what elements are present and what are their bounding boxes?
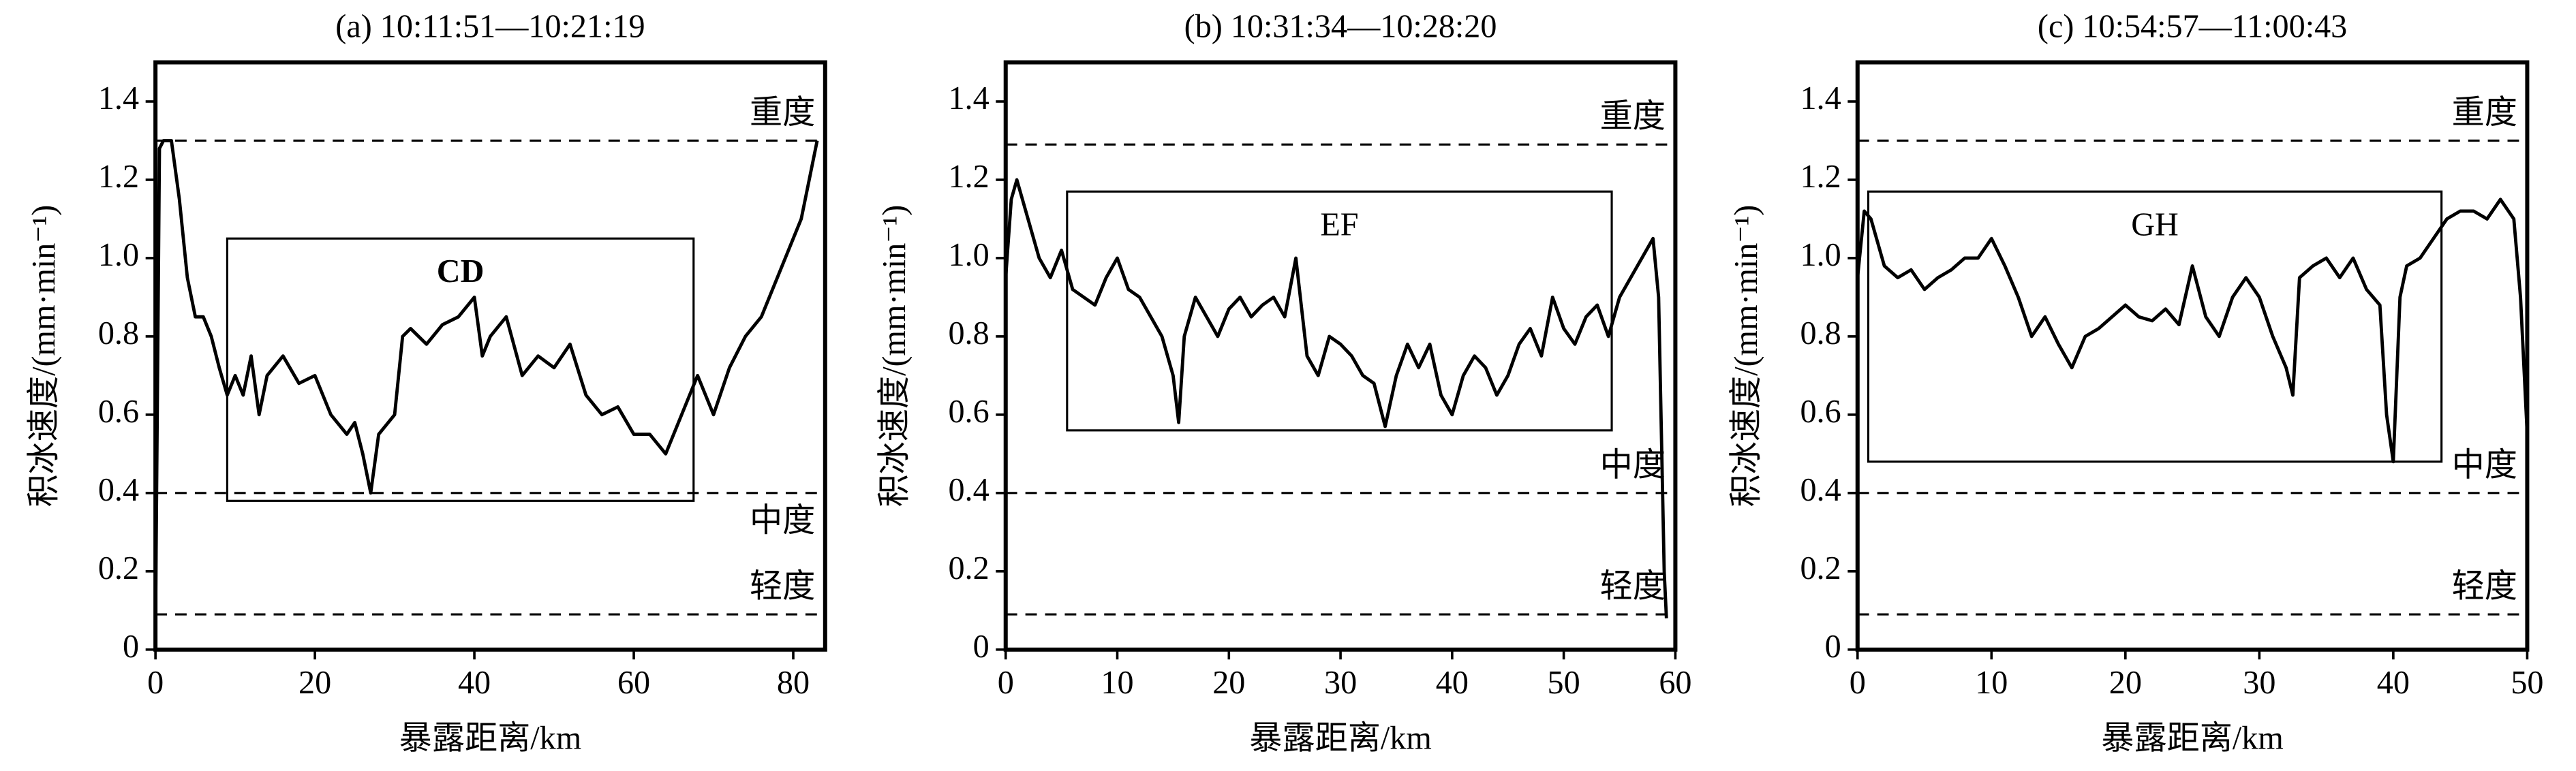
x-tick-label: 30 — [2243, 665, 2275, 701]
y-tick-label: 0 — [973, 629, 990, 665]
y-tick-label: 1.2 — [948, 159, 989, 195]
y-tick-label: 1.0 — [1800, 237, 1841, 273]
x-tick-label: 60 — [617, 665, 650, 701]
plot-frame — [153, 60, 827, 652]
y-tick-label: 0.2 — [948, 550, 989, 586]
chart-title: (c) 10:54:57—11:00:43 — [2038, 8, 2347, 44]
y-tick-label: 1.4 — [98, 80, 139, 116]
x-tick-label: 0 — [147, 665, 164, 701]
y-tick-label: 1.4 — [1800, 80, 1841, 116]
threshold-label: 中度 — [2452, 445, 2517, 484]
y-tick-label: 0.8 — [1800, 315, 1841, 351]
y-tick-label: 0.6 — [1800, 394, 1841, 430]
y-axis-label: 积冰速度/(mm·min⁻¹) — [26, 205, 62, 507]
annotation-box — [1066, 190, 1613, 432]
threshold-label: 轻度 — [1600, 567, 1666, 605]
x-tick-label: 40 — [1436, 665, 1469, 701]
threshold-label: 轻度 — [2452, 567, 2517, 605]
x-tick-label: 0 — [998, 665, 1014, 701]
annotation-box — [226, 237, 695, 502]
threshold-label: 中度 — [1600, 445, 1666, 484]
chart-title: (a) 10:11:51—10:21:19 — [335, 8, 645, 44]
y-tick-label: 1.0 — [98, 237, 139, 273]
plot-frame — [1855, 60, 2530, 652]
y-axis-label: 积冰速度/(mm·min⁻¹) — [1728, 205, 1764, 507]
threshold-label: 轻度 — [750, 567, 815, 605]
y-tick-label: 0.4 — [1800, 472, 1841, 508]
y-tick-label: 0.2 — [1800, 550, 1841, 586]
x-tick-label: 50 — [1548, 665, 1580, 701]
y-tick-label: 0.8 — [948, 315, 989, 351]
x-axis-label: 暴露距离/km — [1249, 721, 1432, 757]
y-tick-label: 0.6 — [98, 394, 139, 430]
annotation-label: EF — [1320, 206, 1358, 242]
y-tick-label: 1.4 — [948, 80, 989, 116]
y-tick-label: 0 — [123, 629, 139, 665]
y-tick-label: 0.8 — [98, 315, 139, 351]
y-tick-label: 0.4 — [98, 472, 139, 508]
x-tick-label: 40 — [458, 665, 491, 701]
data-line — [1004, 178, 1668, 618]
annotation-label: GH — [2131, 206, 2179, 242]
plot-frame — [1003, 60, 1678, 652]
data-line — [153, 139, 819, 631]
y-tick-label: 1.2 — [1800, 159, 1841, 195]
x-tick-label: 80 — [777, 665, 810, 701]
y-tick-label: 0.6 — [948, 394, 989, 430]
x-tick-label: 50 — [2511, 665, 2543, 701]
annotation-label: CD — [437, 253, 485, 289]
threshold-label: 重度 — [750, 93, 815, 131]
y-tick-label: 1.2 — [98, 159, 139, 195]
x-axis-label: 暴露距离/km — [2101, 721, 2284, 757]
y-tick-label: 0.2 — [98, 550, 139, 586]
threshold-label: 重度 — [1600, 97, 1666, 136]
threshold-label: 中度 — [750, 501, 815, 539]
y-tick-label: 1.0 — [948, 237, 989, 273]
x-tick-label: 40 — [2377, 665, 2410, 701]
chart-title: (b) 10:31:34—10:28:20 — [1184, 8, 1497, 44]
threshold-label: 重度 — [2452, 93, 2517, 131]
x-tick-label: 0 — [1850, 665, 1866, 701]
x-tick-label: 20 — [1212, 665, 1245, 701]
x-tick-label: 10 — [1101, 665, 1133, 701]
x-tick-label: 20 — [2109, 665, 2142, 701]
x-tick-label: 20 — [298, 665, 331, 701]
x-tick-label: 30 — [1324, 665, 1357, 701]
y-tick-label: 0.4 — [948, 472, 989, 508]
y-tick-label: 0 — [1825, 629, 1841, 665]
annotation-box — [1867, 190, 2443, 463]
x-tick-label: 10 — [1975, 665, 2008, 701]
y-axis-label: 积冰速度/(mm·min⁻¹) — [876, 205, 913, 507]
x-tick-label: 60 — [1659, 665, 1691, 701]
data-line — [1856, 198, 2529, 464]
x-axis-label: 暴露距离/km — [399, 721, 582, 757]
